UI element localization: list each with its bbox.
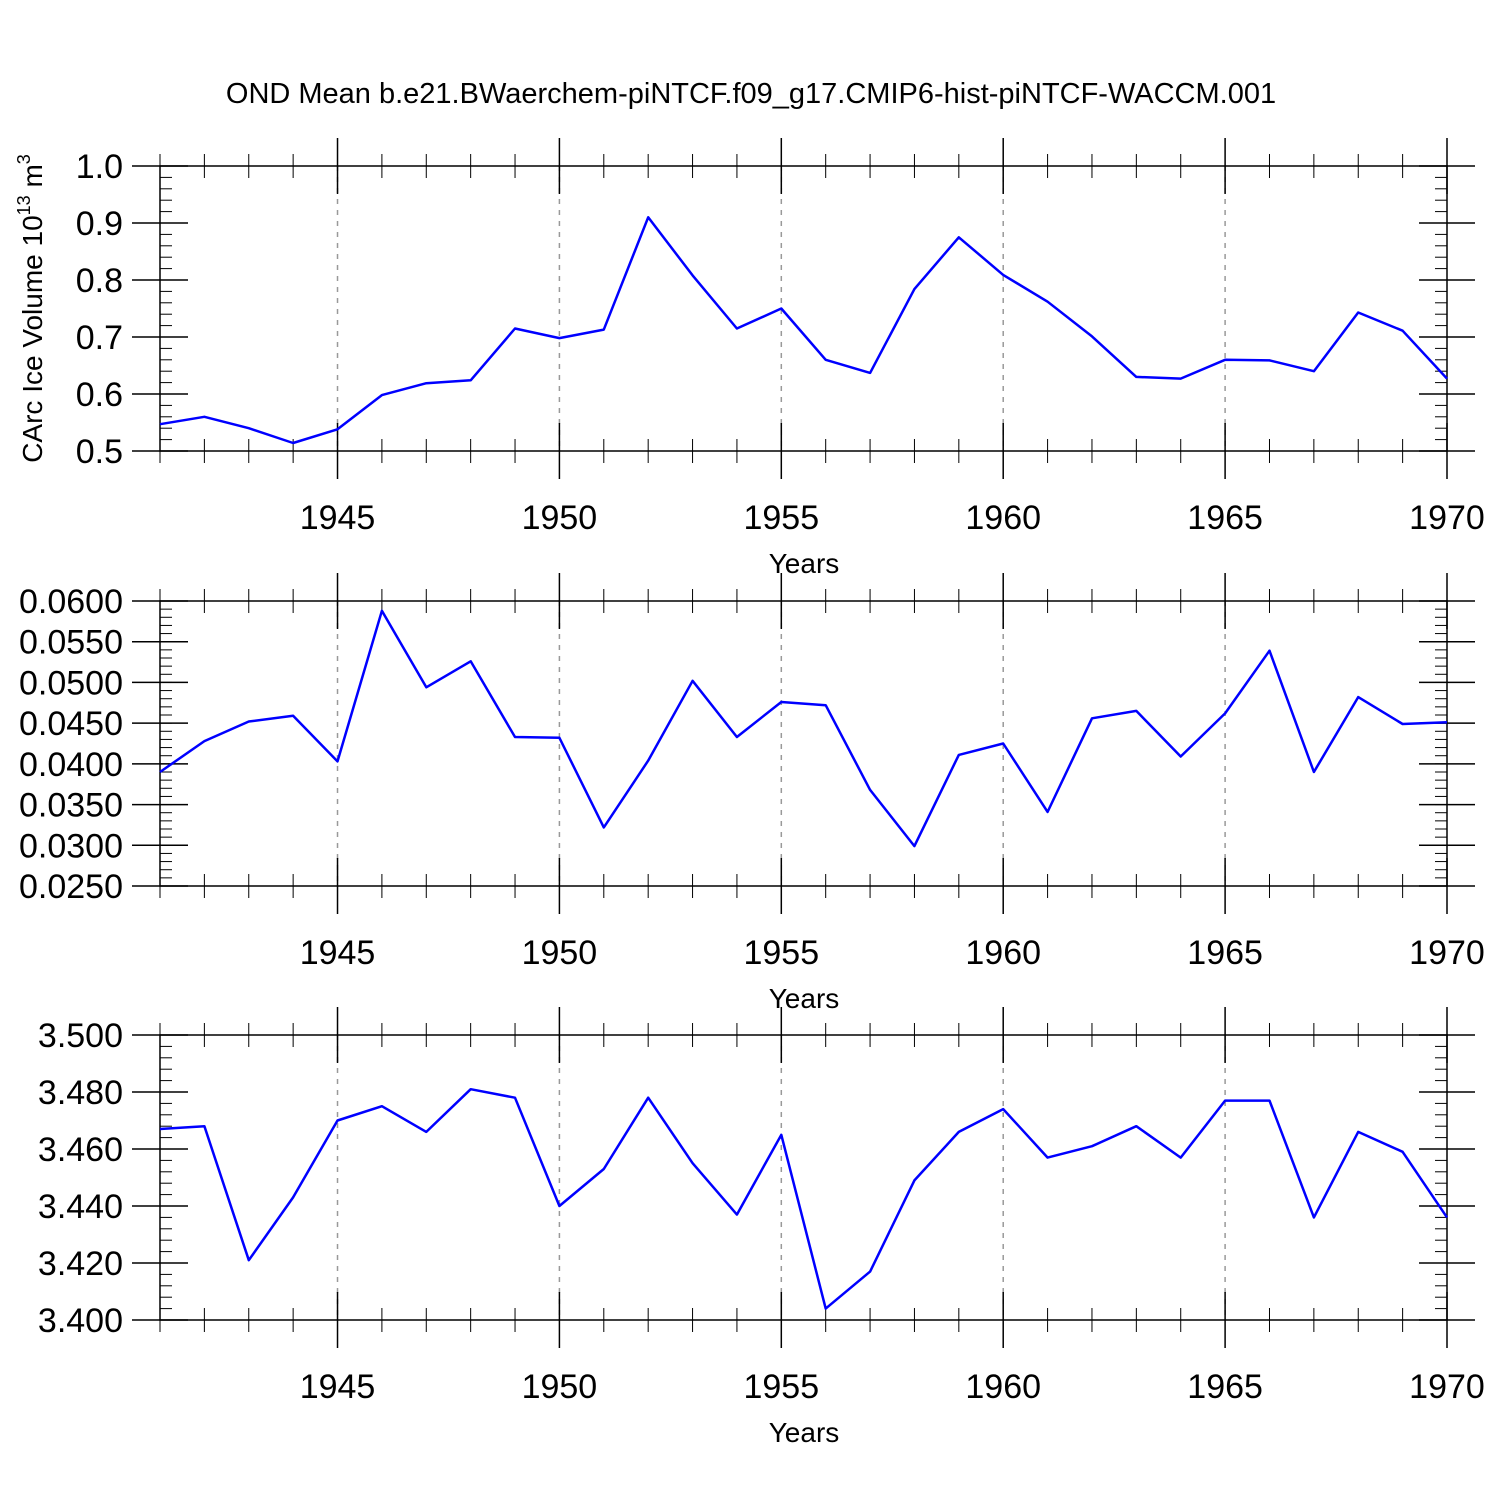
y-tick-label: 0.0550	[19, 624, 123, 662]
y-tick-label: 0.6	[76, 376, 123, 414]
y-tick-label: 1.0	[76, 148, 123, 186]
x-tick-label: 1950	[522, 499, 598, 537]
x-tick-label: 1960	[965, 1368, 1041, 1406]
x-tick-label: 1970	[1409, 1368, 1485, 1406]
x-tick-label: 1945	[300, 499, 376, 537]
x-tick-label: 1955	[743, 499, 819, 537]
y-tick-label: 0.9	[76, 205, 123, 243]
x-axis-title: Years	[769, 983, 840, 1014]
x-tick-label: 1970	[1409, 499, 1485, 537]
y-tick-label: 0.0600	[19, 583, 123, 621]
y-tick-label: 3.400	[38, 1302, 123, 1340]
y-tick-label: 0.0300	[19, 827, 123, 865]
chart-title: OND Mean b.e21.BWaerchem-piNTCF.f09_g17.…	[226, 78, 1276, 110]
x-tick-label: 1960	[965, 499, 1041, 537]
x-tick-label: 1950	[522, 1368, 598, 1406]
y-tick-label: 0.0450	[19, 705, 123, 743]
panel-3: 3.400 3.420 3.440 3.460 3.480 3.500 1945 1950 19…	[38, 1007, 1485, 1448]
y-tick-label: 3.500	[38, 1017, 123, 1055]
x-tick-label: 1960	[965, 934, 1041, 972]
x-tick-label: 1970	[1409, 934, 1485, 972]
data-series-line	[159, 609, 1448, 848]
panel-1: 0.5 0.6 0.7 0.8 0.9 1.0 1945 1950 1955 1960 1965 19…	[14, 138, 1485, 579]
y-axis-title: CArc Ice Volume 1013 m3	[14, 154, 48, 463]
y-tick-label: 0.0500	[19, 664, 123, 702]
x-tick-label: 1965	[1187, 1368, 1263, 1406]
y-tick-label: 0.0250	[19, 868, 123, 906]
x-tick-label: 1945	[300, 934, 376, 972]
data-series-line	[159, 216, 1448, 445]
x-tick-label: 1955	[743, 1368, 819, 1406]
x-axis-title: Years	[769, 548, 840, 579]
y-tick-label: 0.0400	[19, 746, 123, 784]
y-tick-label: 0.5	[76, 433, 123, 471]
y-tick-label: 3.460	[38, 1131, 123, 1169]
x-tick-label: 1950	[522, 934, 598, 972]
plot-frame	[159, 600, 1448, 887]
x-tick-label: 1955	[743, 934, 819, 972]
y-tick-label: 3.440	[38, 1188, 123, 1226]
plot-frame	[159, 165, 1448, 452]
y-tick-label: 0.0350	[19, 787, 123, 825]
x-tick-label: 1965	[1187, 934, 1263, 972]
x-tick-label: 1965	[1187, 499, 1263, 537]
data-series-line	[159, 1087, 1449, 1310]
plot-frame	[159, 1034, 1448, 1321]
y-tick-label: 3.420	[38, 1245, 123, 1283]
y-tick-label: 0.7	[76, 319, 123, 357]
panel-2: 0.02500.03000.03500.04000.04500.05000.05…	[19, 573, 1485, 1014]
x-tick-label: 1945	[300, 1368, 376, 1406]
y-tick-label: 0.8	[76, 262, 123, 300]
y-tick-label: 3.480	[38, 1074, 123, 1112]
x-axis-title: Years	[769, 1417, 840, 1448]
